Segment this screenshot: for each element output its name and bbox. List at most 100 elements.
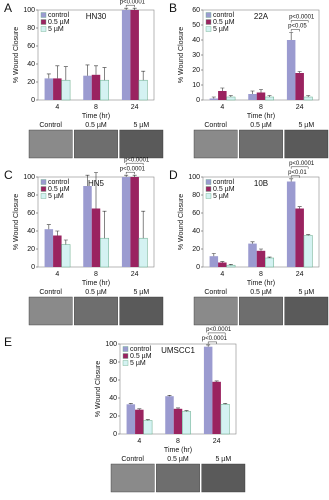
annotation: p<0.0001 [124, 157, 150, 163]
y-tick-label: 40 [192, 37, 200, 44]
bar [295, 208, 304, 267]
bracket [290, 20, 309, 23]
bar [256, 250, 266, 267]
bracket [290, 29, 300, 32]
x-tick-label: 4 [55, 271, 59, 278]
y-tick-label: 60 [192, 210, 200, 217]
panel: D 0 20 40 60 80 100 % Wound Closure 10B 4 8 24 Time … [169, 161, 329, 326]
error-bar [259, 248, 263, 251]
legend-label: 0.5 µM [130, 353, 152, 360]
bracket [207, 341, 217, 344]
x-tick-label: 24 [296, 271, 304, 278]
y-tick-label: 100 [23, 174, 35, 181]
legend-label: 5 µM [130, 360, 146, 367]
y-tick-label: 80 [192, 192, 200, 199]
error-bar [259, 89, 263, 93]
y-axis-label: % Wound Closure [95, 361, 102, 417]
legend-label: 5 µM [213, 26, 229, 33]
bar [173, 408, 183, 434]
error-bar [228, 264, 233, 266]
bar [53, 78, 62, 100]
bar [61, 79, 71, 101]
micrograph [119, 129, 164, 159]
bar [165, 396, 174, 434]
bar [138, 237, 148, 268]
legend-swatch [205, 12, 212, 18]
error-bar [145, 419, 150, 421]
image-label: Control [39, 289, 62, 296]
y-tick-label: 80 [27, 192, 35, 199]
micrograph [119, 296, 164, 326]
chart-title: UMSCC1 [161, 346, 195, 355]
annotation: p<0.0001 [289, 161, 315, 167]
bar [256, 92, 266, 100]
y-tick-label: 30 [192, 52, 200, 59]
bar [212, 381, 221, 434]
micrograph [193, 296, 238, 326]
error-bar [55, 65, 60, 79]
error-bar [132, 174, 137, 177]
image-label: 0.5 µM [85, 122, 107, 129]
micrograph [284, 129, 329, 159]
y-tick-label: 40 [27, 61, 35, 68]
error-bar [132, 7, 137, 10]
y-tick-label: 0 [31, 97, 35, 104]
bar [143, 420, 153, 435]
x-axis-label: Time (hr) [247, 113, 275, 120]
bar [220, 404, 230, 435]
annotation: p<0.05 [288, 24, 307, 30]
error-bar [85, 64, 90, 76]
bar [209, 256, 219, 267]
y-tick-label: 20 [27, 246, 35, 253]
x-axis-label: Time (hr) [82, 113, 110, 120]
error-bar [102, 210, 107, 239]
error-bar [220, 87, 225, 91]
bar [53, 235, 62, 267]
y-tick-label: 20 [27, 79, 35, 86]
bar [61, 244, 71, 268]
bar [121, 10, 131, 100]
x-axis-label: Time (hr) [82, 280, 110, 287]
y-tick-label: 0 [113, 431, 117, 438]
y-tick-label: 60 [109, 377, 117, 384]
legend-swatch [40, 12, 47, 18]
bar [121, 177, 131, 267]
image-label: 5 µM [215, 456, 231, 463]
annotation: p<0.0001 [120, 166, 146, 172]
micrograph [239, 129, 283, 159]
bar [218, 91, 227, 100]
legend-swatch [122, 360, 129, 366]
image-label: Control [121, 456, 144, 463]
micrograph [74, 296, 118, 326]
error-bar [124, 7, 129, 10]
panel-label: A [4, 1, 12, 15]
bar [286, 40, 296, 100]
bar [303, 96, 313, 101]
x-tick-label: 8 [259, 271, 263, 278]
y-tick-label: 60 [27, 43, 35, 50]
error-bar [167, 395, 172, 397]
y-tick-label: 40 [192, 228, 200, 235]
bar [130, 10, 139, 100]
error-bar [289, 178, 294, 182]
y-axis-label: % Wound Closure [178, 194, 185, 250]
bar [126, 404, 136, 434]
error-bar [306, 95, 311, 97]
error-bar [102, 67, 107, 81]
y-tick-label: 20 [192, 246, 200, 253]
image-label: 0.5 µM [167, 456, 189, 463]
error-bar [211, 253, 216, 257]
error-bar [128, 403, 133, 405]
y-tick-label: 50 [192, 22, 200, 29]
chart-title: 10B [254, 179, 268, 188]
error-bar [63, 66, 68, 81]
error-bar [141, 70, 146, 81]
panel-label: D [169, 168, 178, 182]
legend-label: control [213, 12, 234, 19]
panel: E 0 20 40 60 80 100 % Wound Closure UMSCC1 4 8 24 Ti… [4, 327, 246, 493]
y-tick-label: 60 [27, 210, 35, 217]
legend-label: 5 µM [48, 193, 64, 200]
y-tick-label: 0 [196, 264, 200, 271]
y-tick-label: 20 [109, 413, 117, 420]
